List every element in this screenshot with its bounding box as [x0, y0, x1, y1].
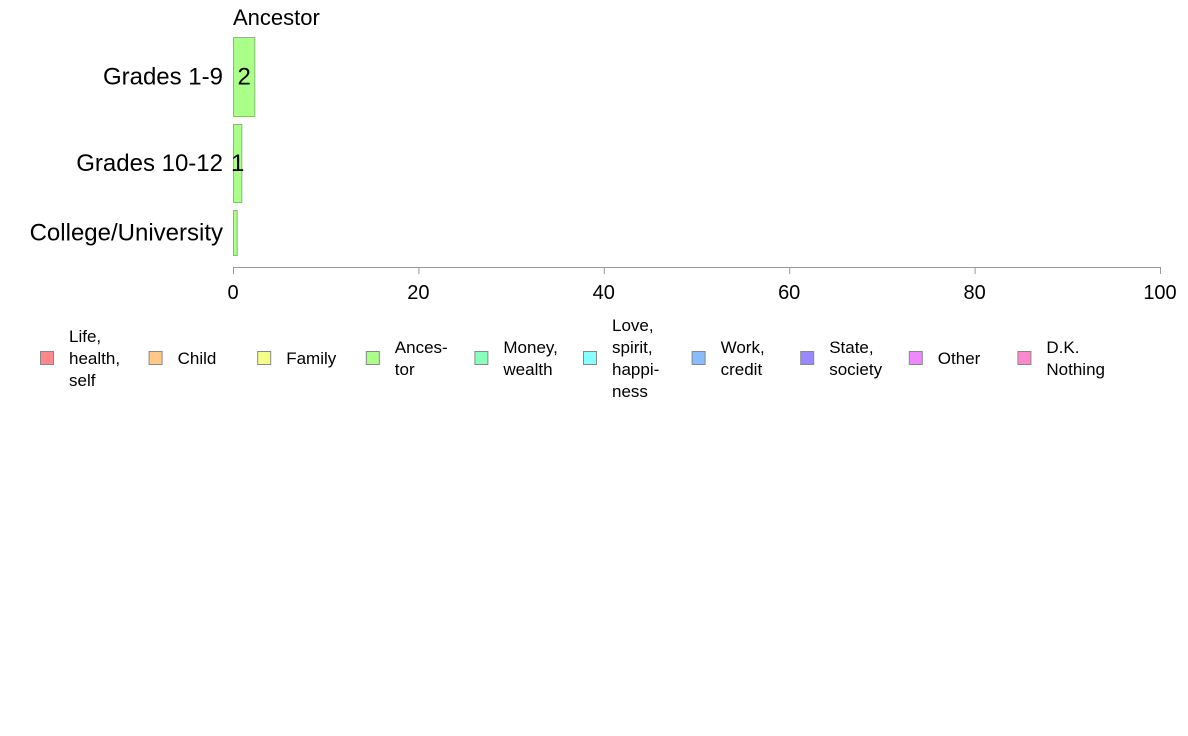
legend-swatch: [800, 351, 815, 365]
legend-swatch: [365, 351, 380, 365]
legend-swatch: [40, 351, 54, 365]
bars-group: Grades 1-9 2 Grades 10-12 1 College/Universi…: [30, 37, 256, 256]
legend: Life, health, self Child Family Ances-tor Mone…: [40, 316, 1105, 401]
legend-label: society: [829, 360, 882, 379]
chart-title: Ancestor: [233, 5, 320, 30]
legend-label: credit: [721, 360, 763, 379]
x-tick-label: 60: [778, 282, 800, 304]
x-tick-label: 0: [227, 282, 238, 304]
category-label: Grades 10-12: [76, 150, 223, 177]
bar: [233, 124, 243, 203]
legend-label: Other: [938, 349, 981, 368]
legend-label: Ances-: [395, 338, 448, 357]
category-label: Grades 1-9: [103, 64, 223, 91]
legend-label: Love,: [612, 316, 654, 335]
x-tick-label: 80: [963, 282, 985, 304]
legend-swatch: [1017, 351, 1032, 365]
bar: [233, 210, 238, 256]
legend-label: self: [69, 371, 96, 390]
legend-label: happi-: [612, 360, 659, 379]
x-tick-label: 40: [593, 282, 615, 304]
legend-label: Family: [286, 349, 337, 368]
legend-label: Nothing: [1046, 360, 1105, 379]
legend-label: Work,: [721, 338, 765, 357]
x-axis: 0 20 40 60 80 100: [227, 267, 1177, 304]
legend-label: D.K.: [1046, 338, 1079, 357]
legend-swatch: [583, 351, 597, 365]
legend-swatch: [908, 351, 923, 365]
legend-label: spirit,: [612, 338, 653, 357]
legend-label: Life,: [69, 327, 101, 346]
category-label: College/University: [30, 220, 223, 247]
bar: [233, 37, 256, 117]
legend-swatch: [257, 351, 272, 365]
legend-label: Child: [178, 349, 217, 368]
legend-label: ness: [612, 382, 648, 401]
legend-label: Money,: [503, 338, 558, 357]
x-tick-label: 20: [407, 282, 429, 304]
legend-swatch: [148, 351, 163, 365]
legend-swatch: [474, 351, 489, 365]
legend-label: State,: [829, 338, 873, 357]
x-tick-label: 100: [1143, 282, 1176, 304]
legend-swatch: [691, 351, 706, 365]
data-label: 1: [231, 150, 244, 177]
legend-label: tor: [395, 360, 415, 379]
data-label: 2: [237, 64, 250, 91]
legend-label: health,: [69, 349, 120, 368]
legend-label: wealth: [502, 360, 552, 379]
